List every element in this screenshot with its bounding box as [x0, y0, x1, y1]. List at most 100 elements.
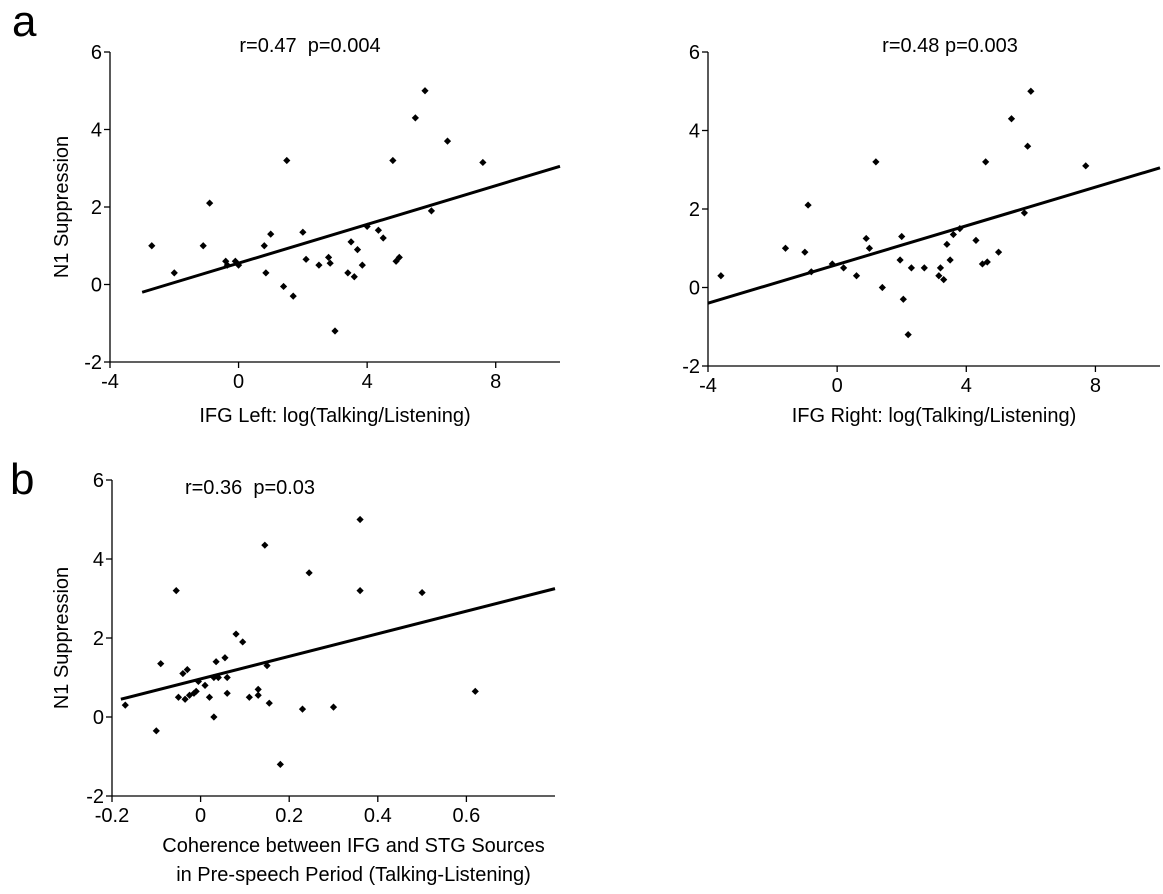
data-point — [192, 687, 200, 695]
data-point — [904, 331, 912, 339]
data-point — [994, 248, 1003, 256]
data-point — [179, 669, 187, 678]
scatter-plot-coherence: -2 0 2 4 6 -0.2 0 0.2 0.4 0.6 r=0.36 p=0.03 Coheren… — [51, 470, 556, 886]
y-tick-label: 6 — [689, 42, 700, 64]
data-point — [907, 264, 915, 272]
data-point — [262, 269, 270, 277]
data-point — [260, 242, 268, 250]
x-axis-label: IFG Right: log(Talking/Listening) — [792, 405, 1077, 427]
y-tick-label: 2 — [93, 628, 104, 650]
data-point — [210, 673, 218, 682]
data-point — [148, 242, 156, 250]
data-point — [804, 201, 812, 209]
scatter-plot-ifg-right: -2 0 2 4 6 -4 0 4 8 r=0.48 p=0.003 IFG Right: log(… — [682, 35, 1161, 427]
x-tick-label: 4 — [961, 375, 972, 397]
data-point — [299, 228, 307, 236]
y-tick-label: 2 — [689, 199, 700, 221]
data-point — [329, 703, 338, 711]
data-point — [223, 673, 231, 682]
data-point — [331, 327, 339, 335]
data-point — [935, 272, 943, 280]
data-point — [972, 236, 980, 244]
x-tick-label: -4 — [101, 371, 119, 393]
data-point — [862, 234, 870, 243]
data-point — [878, 283, 886, 292]
data-point — [326, 259, 334, 267]
scatter-plot-ifg-left: -2 0 2 4 6 -4 0 4 8 r=0.47 p=0.004 IFG Left: log(T… — [51, 35, 561, 427]
data-point — [983, 258, 991, 266]
y-axis-label: N1 Suppression — [51, 136, 73, 278]
x-tick-label: 0.2 — [275, 805, 303, 827]
x-axis-label: IFG Left: log(Talking/Listening) — [199, 405, 470, 427]
data-point — [347, 238, 355, 246]
data-point — [940, 276, 948, 284]
data-point — [263, 662, 271, 670]
data-point — [350, 273, 358, 281]
correlation-annotation: r=0.48 p=0.003 — [882, 35, 1018, 57]
data-point — [896, 256, 904, 264]
data-point — [828, 260, 836, 268]
data-point — [302, 255, 310, 263]
data-point — [210, 713, 218, 721]
data-point — [121, 701, 129, 709]
data-point — [283, 156, 291, 165]
data-point — [949, 230, 957, 239]
data-point — [254, 691, 262, 699]
data-point — [267, 230, 275, 238]
data-point — [181, 695, 189, 703]
x-tick-label: 0 — [233, 371, 244, 393]
data-point — [807, 268, 815, 276]
data-point — [443, 137, 452, 145]
correlation-annotation: r=0.47 p=0.004 — [239, 35, 380, 57]
data-point — [421, 87, 429, 95]
x-tick-label: 0 — [195, 805, 206, 827]
data-point — [898, 232, 906, 241]
data-point — [205, 693, 214, 701]
data-point — [276, 760, 284, 768]
x-axis-label: Coherence between IFG and STG Sources — [162, 835, 544, 857]
y-tick-label: 6 — [91, 42, 102, 64]
data-point — [872, 158, 880, 166]
y-tick-label: 4 — [93, 549, 104, 571]
data-point — [183, 666, 191, 674]
data-point — [781, 244, 790, 252]
data-point — [1027, 87, 1035, 95]
data-point — [1007, 115, 1016, 123]
data-point — [315, 261, 323, 269]
x-tick-label: 8 — [490, 371, 501, 393]
data-point — [363, 222, 371, 230]
panel-label-a: a — [12, 0, 37, 46]
data-point — [1020, 209, 1028, 217]
data-point — [1024, 142, 1032, 150]
data-point — [418, 588, 426, 597]
x-tick-label: 8 — [1090, 375, 1101, 397]
data-point — [479, 158, 487, 167]
y-tick-label: -2 — [682, 356, 700, 378]
data-point — [201, 681, 209, 689]
data-point — [305, 569, 313, 577]
y-tick-label: 4 — [689, 121, 700, 143]
data-point — [157, 660, 165, 668]
x-tick-label: 4 — [362, 371, 373, 393]
data-point — [427, 207, 436, 215]
data-point — [174, 693, 183, 701]
data-point — [920, 264, 928, 272]
y-axis-label: N1 Suppression — [51, 567, 73, 709]
data-point — [353, 246, 362, 254]
data-point — [374, 226, 382, 234]
data-point — [254, 685, 262, 693]
data-point — [221, 654, 229, 662]
data-point — [206, 199, 214, 207]
data-point — [1082, 162, 1090, 170]
data-point — [946, 256, 954, 264]
regression-line — [120, 587, 556, 701]
data-point — [356, 515, 364, 524]
data-point — [852, 272, 861, 280]
data-point — [265, 699, 273, 707]
data-point — [344, 269, 352, 277]
data-point — [389, 156, 397, 165]
correlation-annotation: r=0.36 p=0.03 — [185, 477, 315, 499]
x-tick-label: 0 — [832, 375, 843, 397]
regression-line — [707, 166, 1161, 305]
